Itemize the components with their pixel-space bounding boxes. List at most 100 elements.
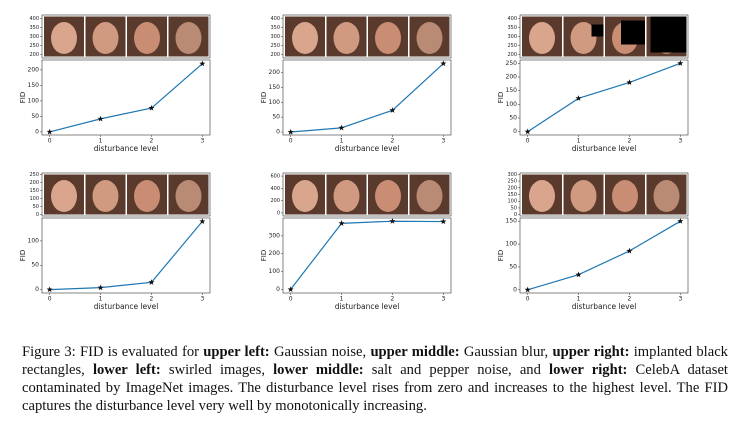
face [175,180,202,212]
face [134,22,160,54]
x-tick-label: 3 [678,138,682,145]
occlusion [650,16,687,53]
caption-text: Figure 3: FID is evaluated for [22,344,204,360]
x-tick-label: 1 [340,138,344,145]
y-tick-label: 100 [269,268,281,275]
series-line [49,221,203,291]
plot-axes [519,59,689,136]
face [175,22,202,54]
point-marker [389,218,396,224]
y-tick-label: 200 [269,250,281,257]
y-axis-label: FID [19,92,27,103]
image-y-tick-label: 200 [507,185,517,191]
occlusion [591,24,604,37]
y-axis-label: FID [260,92,268,103]
point-marker [626,79,633,86]
image-y-tick-label: 50 [33,204,39,210]
face [570,22,597,54]
image-strip [519,14,689,59]
x-tick-label: 1 [577,138,581,145]
x-tick-label: 2 [391,138,395,145]
face [333,22,360,54]
x-tick-label: 3 [441,296,445,303]
plot-axes [282,59,452,136]
image-y-tick-label: 400 [507,16,517,22]
point-marker [148,279,155,285]
face [416,180,443,212]
x-tick-label: 3 [200,296,204,303]
point-marker [46,128,53,135]
series-line [49,63,203,133]
face [570,180,597,212]
x-tick-label: 3 [441,138,445,145]
x-tick-label: 0 [289,138,293,145]
face [292,22,318,54]
image-y-tick-label: 600 [270,174,280,180]
face [134,180,160,212]
y-tick-label: 50 [509,115,517,122]
caption-bold: lower right: [549,362,628,378]
caption-text: implanted black rectangles, [22,344,728,378]
image-y-tick-label: 300 [507,172,517,178]
image-strip [282,172,452,217]
occlusion [621,20,645,45]
y-tick-label: 200 [506,73,518,80]
series-line [527,220,681,291]
x-tick-label: 2 [150,138,154,145]
image-y-tick-label: 200 [29,180,39,186]
image-y-tick-label: 300 [507,34,517,40]
x-axis-label: disturbance level [572,144,637,153]
x-tick-label: 1 [340,296,344,303]
x-tick-label: 1 [99,138,103,145]
image-y-tick-label: 400 [270,16,280,22]
image-y-tick-label: 400 [270,186,280,192]
image-y-tick-label: 200 [507,52,517,58]
x-tick-label: 1 [99,296,103,303]
point-marker [97,284,104,291]
image-y-tick-label: 250 [507,179,517,185]
image-y-tick-label: 250 [29,172,39,178]
point-marker [338,124,345,131]
caption-text: Gaussian blur, [459,344,553,360]
image-y-tick-label: 250 [29,43,39,49]
x-tick-label: 1 [577,296,581,303]
image-y-tick-label: 150 [507,192,517,198]
x-axis-label: disturbance level [335,144,400,153]
y-tick-label: 0 [35,286,39,293]
face [653,180,680,212]
point-marker [338,220,345,226]
caption-bold: lower left: [92,362,161,378]
caption-text: swirled images, [160,362,274,378]
image-y-tick-label: 200 [270,198,280,204]
face [416,22,443,54]
y-tick-label: 50 [272,114,280,121]
x-tick-label: 2 [391,296,395,303]
y-tick-label: 0 [276,129,280,136]
y-tick-label: 150 [269,84,281,91]
image-strip [41,172,211,217]
face [612,180,638,212]
image-y-tick-label: 250 [270,43,280,49]
image-y-tick-label: 50 [511,205,517,211]
y-tick-label: 50 [31,113,39,120]
y-tick-label: 0 [513,128,517,135]
point-marker [97,115,104,122]
x-tick-label: 0 [289,296,293,303]
point-marker [199,218,206,224]
caption: Figure 3: FID is evaluated for upper lef… [22,343,728,415]
image-y-tick-label: 200 [270,52,280,58]
image-strip [282,14,452,59]
x-tick-label: 2 [628,296,632,303]
point-marker [524,128,531,135]
point-marker [287,128,294,135]
plot-axes [41,59,211,136]
point-marker [199,60,206,67]
plot-axes [519,217,689,294]
point-marker [440,60,447,67]
face [529,22,555,54]
caption-text: Gaussian noise, [269,344,371,360]
x-tick-label: 2 [150,296,154,303]
y-tick-label: 100 [28,237,40,244]
series-line [290,63,444,133]
